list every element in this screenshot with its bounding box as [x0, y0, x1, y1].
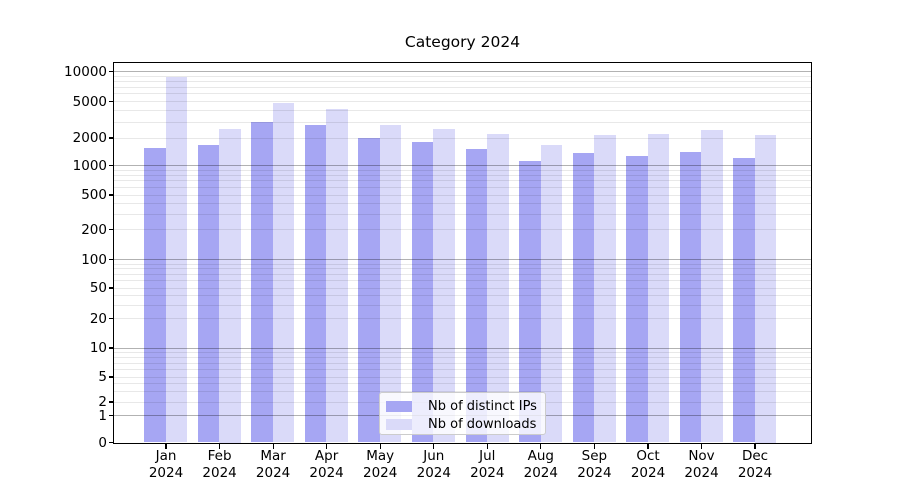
- y-tick-mark-500: [108, 194, 114, 196]
- bar-downloads-nov: [701, 130, 723, 443]
- y-tick-mark-50: [108, 287, 114, 289]
- y-tick-label-2000: 2000: [72, 130, 107, 146]
- bar-downloads-aug: [540, 144, 562, 443]
- x-tick-label-dec: Dec 2024: [737, 448, 773, 481]
- x-tick-label-aug: Aug 2024: [523, 448, 558, 481]
- bar-distinct-ips-aug: [519, 161, 541, 443]
- x-tick-label-feb: Feb 2024: [202, 448, 237, 481]
- y-tick-label-50: 50: [89, 280, 107, 296]
- plot-area: [113, 61, 812, 444]
- bar-downloads-sep: [594, 135, 616, 443]
- y-tick-label-1000: 1000: [72, 157, 107, 174]
- legend-label-distinct-ips: Nb of distinct IPs: [428, 398, 537, 414]
- y-tick-label-10: 10: [89, 340, 107, 356]
- y-tick-label-100: 100: [81, 251, 107, 268]
- y-tick-label-5000: 5000: [72, 93, 107, 110]
- bar-downloads-jan: [165, 77, 188, 443]
- x-tick-label-oct: Oct 2024: [630, 448, 666, 481]
- bar-downloads-jun: [433, 129, 455, 443]
- x-tick-label-mar: Mar 2024: [255, 448, 291, 481]
- x-tick-mark-nov: [700, 444, 703, 449]
- x-tick-mark-may: [379, 444, 381, 449]
- y-tick-label-200: 200: [81, 221, 107, 238]
- x-tick-label-nov: Nov 2024: [684, 448, 719, 481]
- x-tick-mark-jun: [433, 444, 435, 449]
- x-tick-mark-aug: [540, 444, 542, 449]
- x-tick-mark-jul: [486, 444, 488, 449]
- legend: Nb of distinct IPs Nb of downloads: [379, 392, 546, 435]
- bar-downloads-jul: [487, 134, 509, 443]
- x-tick-label-jun: Jun 2024: [416, 448, 451, 481]
- bar-downloads-dec: [754, 135, 777, 443]
- y-tick-mark-200: [108, 228, 114, 231]
- x-tick-label-may: May 2024: [363, 448, 398, 481]
- y-tick-label-5: 5: [98, 369, 107, 385]
- legend-row-downloads: Nb of downloads: [380, 415, 545, 433]
- y-tick-mark-5000: [108, 100, 114, 103]
- bar-downloads-apr: [326, 108, 348, 443]
- x-tick-mark-oct: [647, 444, 649, 449]
- y-tick-mark-2000: [108, 137, 114, 139]
- y-tick-label-500: 500: [81, 187, 107, 203]
- bar-distinct-ips-apr: [304, 124, 327, 443]
- bar-downloads-oct: [647, 133, 670, 443]
- y-tick-label-1: 1: [98, 407, 107, 424]
- y-tick-mark-100: [108, 258, 114, 261]
- bar-distinct-ips-feb: [197, 144, 220, 443]
- x-tick-mark-jan: [165, 444, 167, 449]
- bar-distinct-ips-dec: [733, 158, 755, 443]
- x-tick-mark-dec: [754, 444, 756, 449]
- x-tick-mark-mar: [272, 444, 274, 449]
- y-tick-label-0: 0: [98, 434, 107, 451]
- x-tick-mark-sep: [593, 444, 596, 449]
- bar-downloads-may: [379, 124, 402, 443]
- bar-distinct-ips-jul: [465, 149, 487, 443]
- y-tick-mark-10: [108, 347, 114, 349]
- chart-title: Category 2024: [404, 33, 521, 51]
- x-tick-label-jul: Jul 2024: [470, 448, 505, 481]
- legend-swatch-downloads: [386, 418, 412, 430]
- y-tick-mark-1000: [108, 164, 114, 167]
- bar-distinct-ips-jan: [144, 147, 166, 443]
- y-tick-label-20: 20: [89, 310, 107, 327]
- legend-row-distinct-ips: Nb of distinct IPs: [380, 397, 545, 415]
- legend-swatch-distinct-ips: [386, 400, 412, 412]
- y-tick-mark-1: [108, 414, 114, 417]
- bar-distinct-ips-mar: [251, 121, 273, 443]
- bar-distinct-ips-sep: [572, 152, 595, 443]
- y-tick-mark-20: [108, 317, 114, 320]
- x-tick-label-jan: Jan 2024: [148, 448, 184, 481]
- y-tick-mark-0: [108, 442, 114, 444]
- y-tick-mark-10000: [108, 70, 114, 73]
- y-tick-label-2: 2: [98, 394, 107, 410]
- bar-downloads-mar: [272, 103, 295, 443]
- legend-label-downloads: Nb of downloads: [428, 416, 537, 432]
- x-tick-mark-apr: [326, 444, 328, 449]
- bar-distinct-ips-oct: [626, 156, 648, 443]
- bar-distinct-ips-jun: [411, 141, 434, 443]
- bars-layer: [114, 63, 811, 443]
- bar-distinct-ips-nov: [679, 152, 702, 443]
- x-tick-mark-feb: [218, 444, 221, 449]
- x-tick-label-apr: Apr 2024: [309, 448, 344, 481]
- y-tick-mark-2: [108, 401, 114, 403]
- y-tick-label-10000: 10000: [64, 63, 107, 80]
- bar-downloads-feb: [219, 129, 241, 443]
- bar-distinct-ips-may: [358, 137, 380, 443]
- x-tick-label-sep: Sep 2024: [577, 448, 612, 481]
- y-tick-mark-5: [108, 376, 114, 378]
